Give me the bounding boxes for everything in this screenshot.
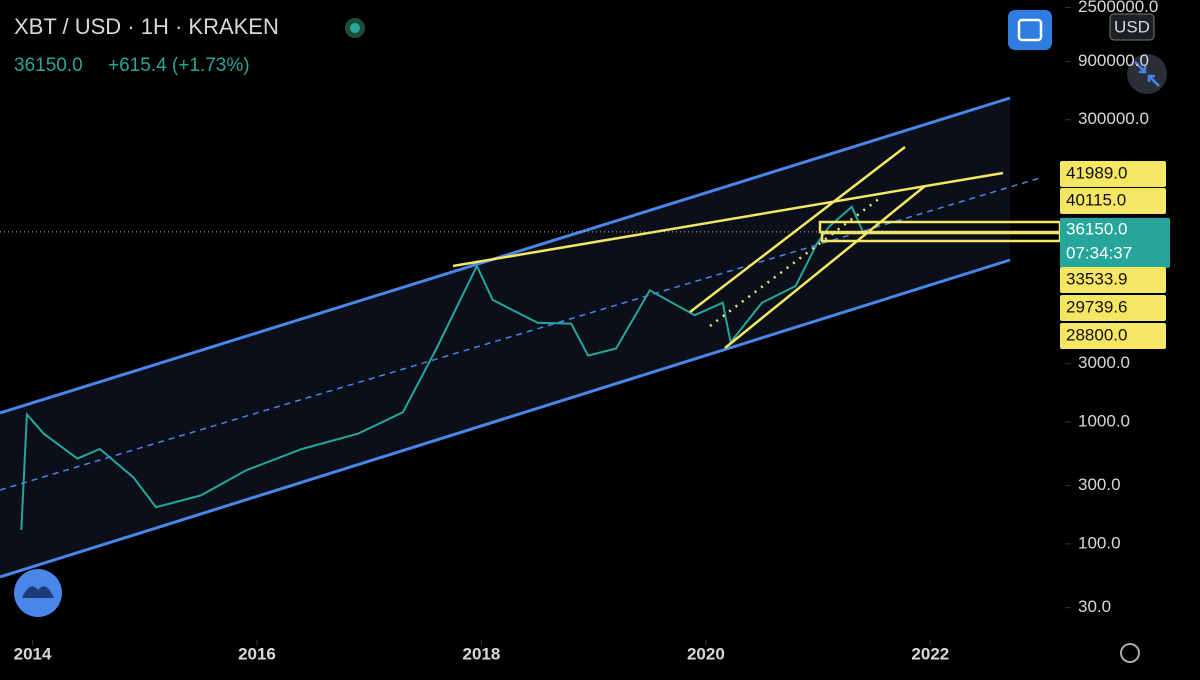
- change: +615.4 (+1.73%): [108, 55, 250, 76]
- x-tick-label: 2016: [238, 644, 276, 663]
- x-tick-label: 2020: [687, 644, 725, 663]
- symbol: XBT / USD · 1H · KRAKEN: [14, 14, 279, 39]
- price-label: 40115.0: [1066, 190, 1126, 209]
- current-price-label: 36150.0: [1066, 219, 1127, 238]
- price-label: 28800.0: [1066, 325, 1127, 344]
- y-tick-label: 1000.0: [1078, 411, 1130, 430]
- channel-fill: [0, 98, 1010, 577]
- fullscreen-icon: [1017, 18, 1043, 42]
- currency-badge[interactable]: [1109, 13, 1155, 41]
- price-label-box: [1060, 267, 1166, 293]
- y-tick-label: 2500000.0: [1078, 0, 1158, 16]
- price-label-box: [1060, 295, 1166, 321]
- settings-button[interactable]: [1120, 643, 1140, 663]
- logo-icon: [22, 586, 54, 598]
- y-tick-label: 100.0: [1078, 533, 1121, 552]
- y-tick-label: 30.0: [1078, 597, 1111, 616]
- price-label: 33533.9: [1066, 269, 1127, 288]
- last-price: 36150.0: [14, 55, 83, 76]
- y-tick-label: 900000.0: [1078, 51, 1149, 70]
- price-label: 29739.6: [1066, 297, 1127, 316]
- status-dot-inner: [350, 23, 360, 33]
- countdown: 07:34:37: [1066, 243, 1132, 262]
- fullscreen-button[interactable]: [1008, 10, 1052, 50]
- collapse-icon: [1134, 61, 1160, 87]
- channel-lower: [0, 258, 1011, 579]
- channel-upper: [0, 96, 1011, 415]
- currency: USD: [1114, 17, 1150, 36]
- y-tick-label: 300000.0: [1078, 109, 1149, 128]
- x-tick-label: 2018: [463, 644, 501, 663]
- price-label-box: [1060, 161, 1166, 187]
- y-tick-label: 3000.0: [1078, 353, 1130, 372]
- x-tick-label: 2022: [911, 644, 949, 663]
- current-price-box: [1060, 217, 1170, 268]
- price-label: 41989.0: [1066, 163, 1127, 182]
- price-line: [20, 205, 864, 531]
- x-tick-label: 2014: [14, 644, 52, 663]
- channel-mid: [0, 177, 1041, 491]
- y-tick-label: 300.0: [1078, 475, 1121, 494]
- price-label-box: [1060, 323, 1166, 349]
- price-label-box: [1060, 188, 1166, 214]
